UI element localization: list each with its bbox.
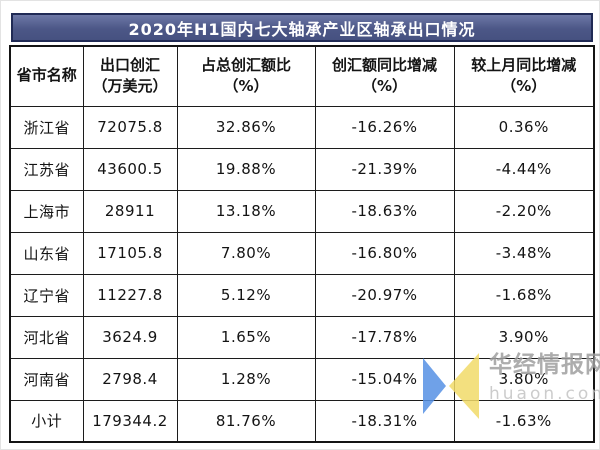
province-cell: 上海市 xyxy=(9,189,84,233)
chart-title-bar: 2020年H1国内七大轴承产业区轴承出口情况 xyxy=(11,13,593,42)
header-unit: （%） xyxy=(501,77,547,96)
mom-change-cell: -3.48% xyxy=(453,231,595,275)
export-value-cell: 2798.4 xyxy=(82,357,178,401)
yoy-change-cell: -16.26% xyxy=(314,105,455,149)
header-unit: （%） xyxy=(361,77,408,96)
yoy-change-cell: -18.63% xyxy=(314,189,455,233)
header-label: 创汇额同比增减 xyxy=(331,55,437,74)
chart-title: 2020年H1国内七大轴承产业区轴承出口情况 xyxy=(128,19,476,39)
table-row: 浙江省 72075.8 32.86% -16.26% 0.36% xyxy=(9,105,595,149)
column-header-province: 省市名称 xyxy=(9,45,84,107)
province-cell: 小计 xyxy=(9,399,84,443)
mom-change-cell: 0.36% xyxy=(453,105,595,149)
header-unit: （%） xyxy=(223,77,269,96)
header-label: 出口创汇 xyxy=(99,55,160,74)
share-cell: 81.76% xyxy=(176,399,316,443)
export-value-cell: 72075.8 xyxy=(82,105,178,149)
mom-change-cell: -4.44% xyxy=(453,147,595,191)
column-header-export-value: 出口创汇 （万美元） xyxy=(82,45,178,107)
table-row: 辽宁省 11227.8 5.12% -20.97% -1.68% xyxy=(9,273,595,317)
province-cell: 浙江省 xyxy=(9,105,84,149)
column-header-mom-change: 较上月同比增减 （%） xyxy=(453,45,595,107)
export-value-cell: 28911 xyxy=(82,189,178,233)
province-cell: 江苏省 xyxy=(9,147,84,191)
table-row: 江苏省 43600.5 19.88% -21.39% -4.44% xyxy=(9,147,595,191)
column-header-share: 占总创汇额比 （%） xyxy=(176,45,316,107)
province-cell: 辽宁省 xyxy=(9,273,84,317)
yoy-change-cell: -15.04% xyxy=(314,357,455,401)
table-header-row: 省市名称 出口创汇 （万美元） 占总创汇额比 （%） 创汇额同比增减 （%） 较… xyxy=(9,45,595,107)
share-cell: 13.18% xyxy=(176,189,316,233)
mom-change-cell: 3.80% xyxy=(453,357,595,401)
share-cell: 5.12% xyxy=(176,273,316,317)
header-unit: （万美元） xyxy=(92,77,168,96)
export-data-table: 省市名称 出口创汇 （万美元） 占总创汇额比 （%） 创汇额同比增减 （%） 较… xyxy=(9,45,595,443)
share-cell: 32.86% xyxy=(176,105,316,149)
table-row-subtotal: 小计 179344.2 81.76% -18.31% -1.63% xyxy=(9,399,595,443)
table-row: 河南省 2798.4 1.28% -15.04% 3.80% xyxy=(9,357,595,401)
column-header-yoy-change: 创汇额同比增减 （%） xyxy=(314,45,455,107)
yoy-change-cell: -16.80% xyxy=(314,231,455,275)
yoy-change-cell: -18.31% xyxy=(314,399,455,443)
mom-change-cell: -1.63% xyxy=(453,399,595,443)
export-value-cell: 3624.9 xyxy=(82,315,178,359)
yoy-change-cell: -20.97% xyxy=(314,273,455,317)
mom-change-cell: -1.68% xyxy=(453,273,595,317)
header-label: 较上月同比增减 xyxy=(471,55,577,74)
yoy-change-cell: -17.78% xyxy=(314,315,455,359)
mom-change-cell: 3.90% xyxy=(453,315,595,359)
province-cell: 河北省 xyxy=(9,315,84,359)
share-cell: 1.28% xyxy=(176,357,316,401)
share-cell: 19.88% xyxy=(176,147,316,191)
header-label: 省市名称 xyxy=(16,66,77,85)
share-cell: 1.65% xyxy=(176,315,316,359)
header-label: 占总创汇额比 xyxy=(200,55,291,74)
province-cell: 河南省 xyxy=(9,357,84,401)
table-row: 上海市 28911 13.18% -18.63% -2.20% xyxy=(9,189,595,233)
export-value-cell: 17105.8 xyxy=(82,231,178,275)
share-cell: 7.80% xyxy=(176,231,316,275)
mom-change-cell: -2.20% xyxy=(453,189,595,233)
export-value-cell: 179344.2 xyxy=(82,399,178,443)
export-value-cell: 11227.8 xyxy=(82,273,178,317)
export-value-cell: 43600.5 xyxy=(82,147,178,191)
table-row: 河北省 3624.9 1.65% -17.78% 3.90% xyxy=(9,315,595,359)
yoy-change-cell: -21.39% xyxy=(314,147,455,191)
province-cell: 山东省 xyxy=(9,231,84,275)
table-row: 山东省 17105.8 7.80% -16.80% -3.48% xyxy=(9,231,595,275)
